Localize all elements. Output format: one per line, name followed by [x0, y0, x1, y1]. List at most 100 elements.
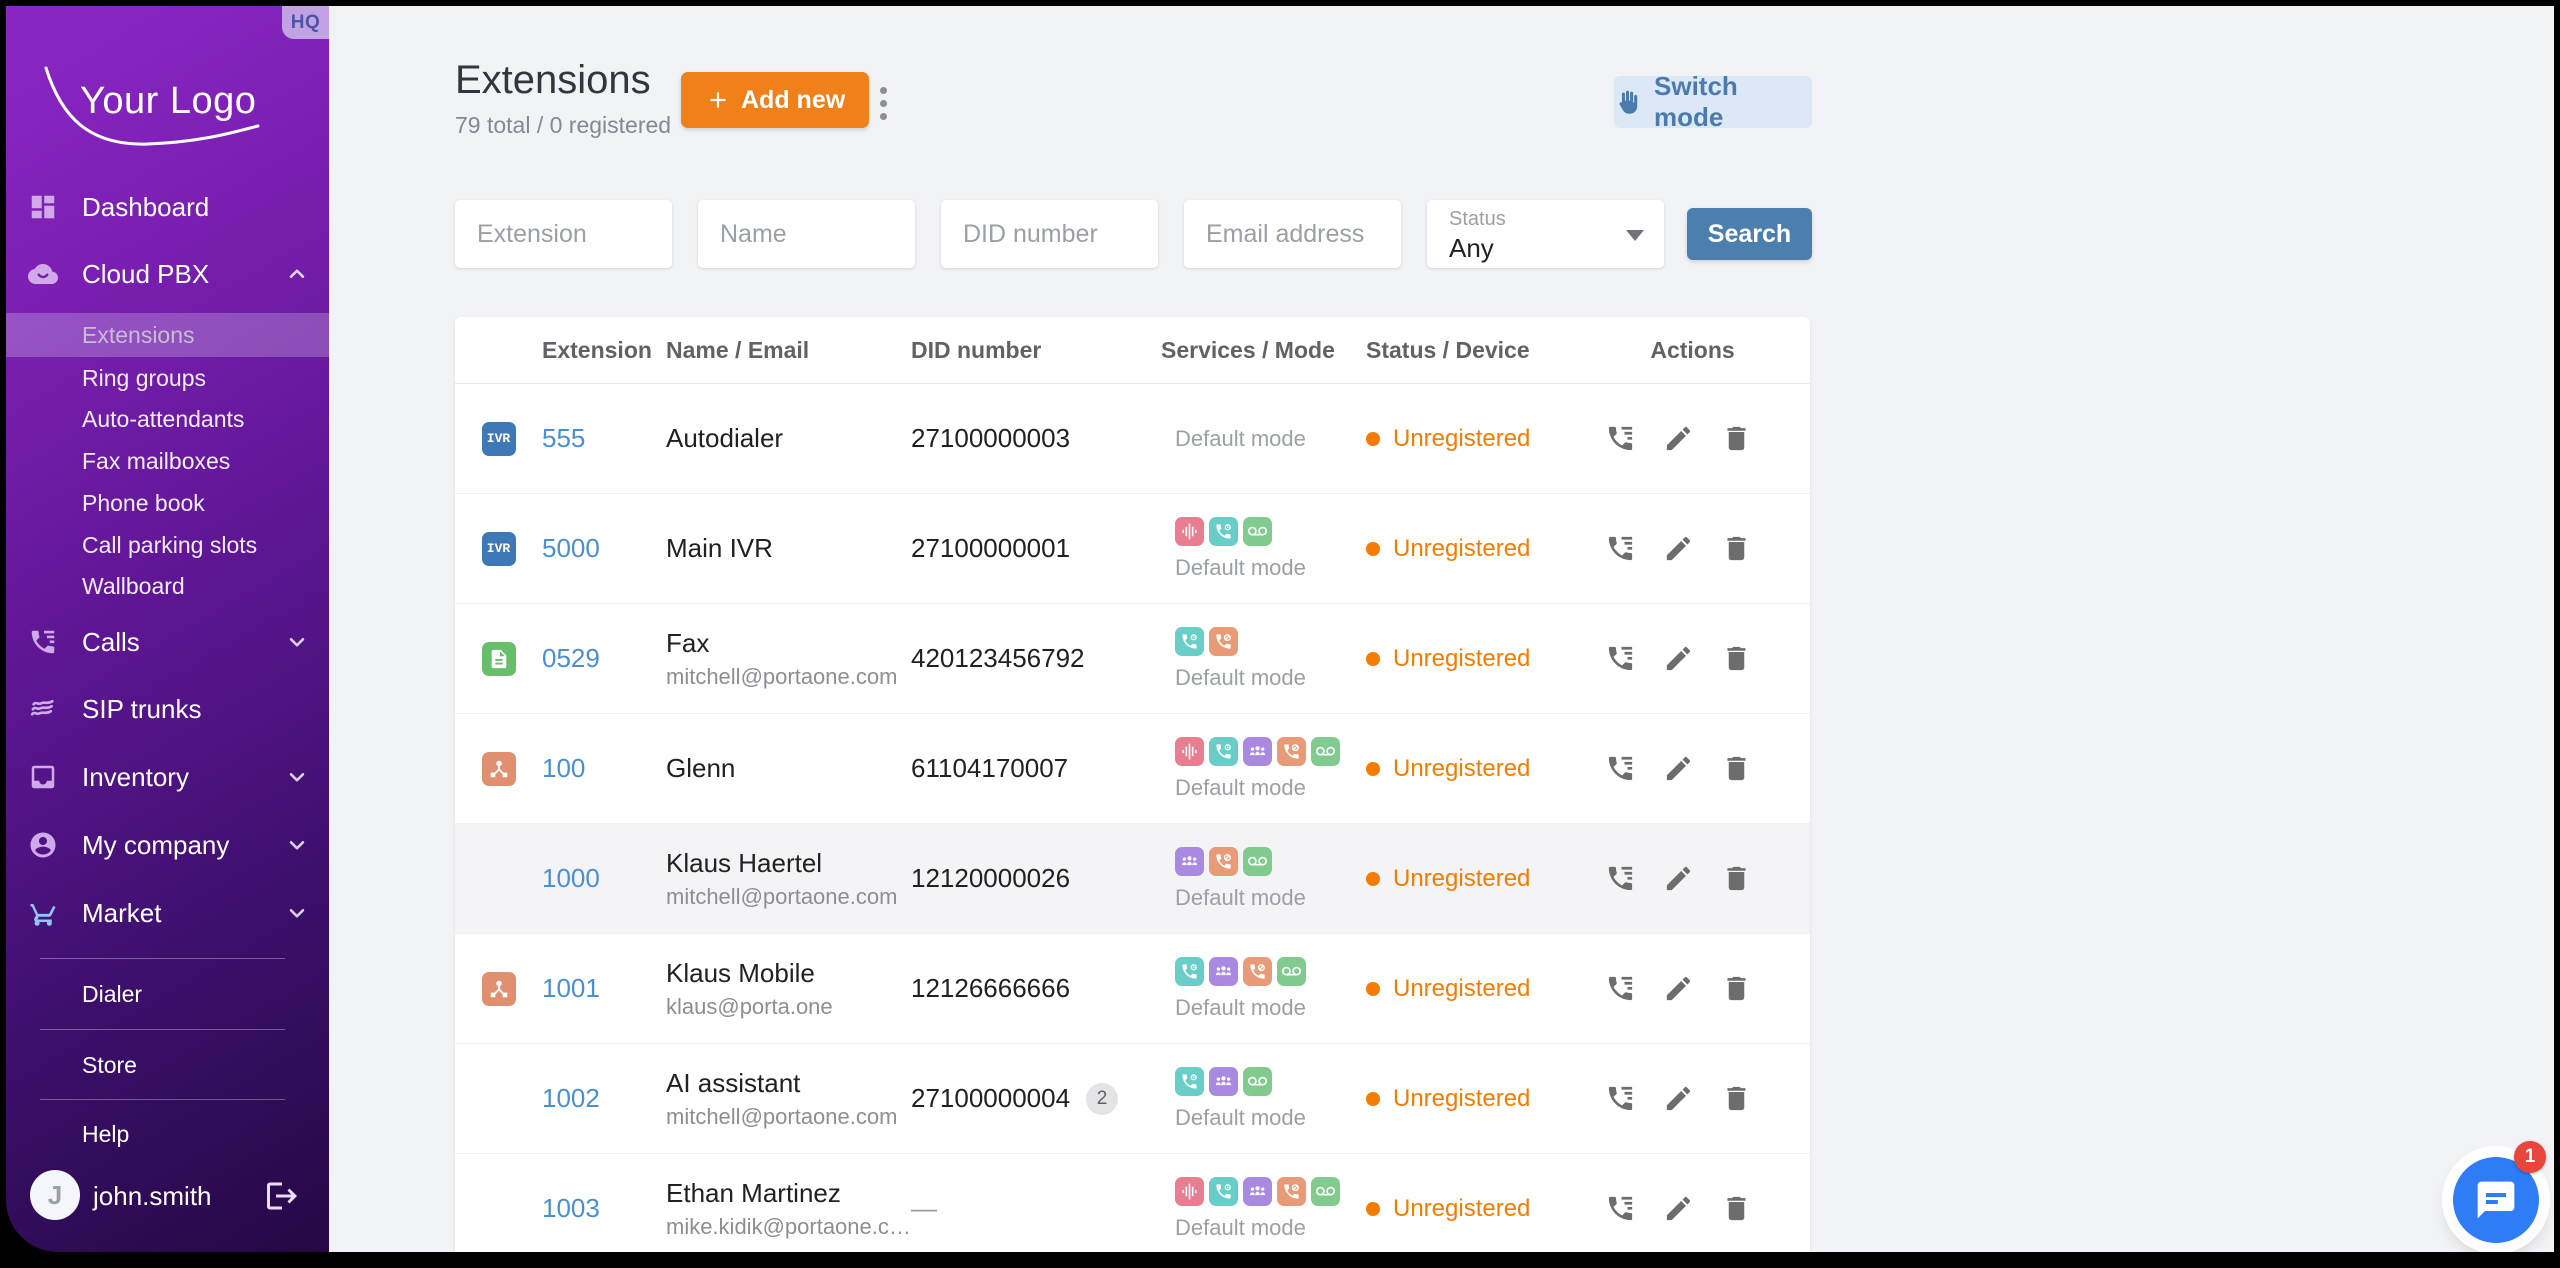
status-label: Unregistered [1393, 424, 1531, 452]
switch-mode-button[interactable]: Switch mode [1614, 71, 1812, 132]
did-number: 420123456792 [911, 643, 1085, 673]
table-row[interactable]: 1001 Klaus Mobile klaus@porta.one 121266… [455, 934, 1810, 1044]
mode-label: Default mode [1175, 994, 1306, 1020]
service-voicemail-icon [1277, 956, 1306, 986]
sidebar-divider [40, 1029, 285, 1030]
call-activity-button[interactable] [1605, 1083, 1636, 1114]
edit-button[interactable] [1663, 973, 1694, 1004]
service-waveform-icon [1175, 1176, 1204, 1206]
sidebar-item-store[interactable]: Store [6, 1043, 329, 1087]
extension-link[interactable]: 555 [542, 423, 586, 453]
hand-icon [1614, 88, 1642, 116]
extension-link[interactable]: 1003 [542, 1193, 600, 1223]
table-row[interactable]: 0529 Fax mitchell@portaone.com 420123456… [455, 604, 1810, 714]
sidebar-item-market[interactable]: Market [6, 885, 329, 941]
sidebar-item-calls[interactable]: Calls [6, 614, 329, 670]
sidebar-item-my-company[interactable]: My company [6, 817, 329, 873]
delete-button[interactable] [1721, 1083, 1752, 1114]
edit-button[interactable] [1663, 1193, 1694, 1224]
edit-button[interactable] [1663, 643, 1694, 674]
delete-button[interactable] [1721, 973, 1752, 1004]
did-number: 27100000003 [911, 423, 1071, 453]
table-row[interactable]: 1003 Ethan Martinez mike.kidik@portaone.… [455, 1154, 1810, 1252]
edit-button[interactable] [1663, 753, 1694, 784]
extension-name: Glenn [666, 753, 736, 783]
call-activity-button[interactable] [1605, 863, 1636, 894]
sidebar-subitem-label: Extensions [82, 321, 195, 348]
edit-button[interactable] [1663, 1083, 1694, 1114]
market-cart-icon [28, 898, 58, 928]
table-row[interactable]: 1000 Klaus Haertel mitchell@portaone.com… [455, 824, 1810, 934]
table-row[interactable]: IVR 555 Autodialer 27100000003 Default m… [455, 384, 1810, 494]
call-activity-button[interactable] [1605, 533, 1636, 564]
sidebar-item-wallboard[interactable]: Wallboard [6, 564, 329, 608]
delete-button[interactable] [1721, 1193, 1752, 1224]
sidebar-item-label: Market [82, 897, 162, 928]
sidebar-item-inventory[interactable]: Inventory [6, 749, 329, 805]
table-row[interactable]: 1002 AI assistant mitchell@portaone.com … [455, 1044, 1810, 1154]
sidebar-item-dialer[interactable]: Dialer [6, 972, 329, 1016]
delete-button[interactable] [1721, 863, 1752, 894]
extension-link[interactable]: 1001 [542, 973, 600, 1003]
call-activity-button[interactable] [1605, 1193, 1636, 1224]
edit-button[interactable] [1663, 533, 1694, 564]
mode-label: Default mode [1175, 884, 1306, 910]
sidebar-item-sip-trunks[interactable]: SIP trunks [6, 681, 329, 737]
col-header-services-mode: Services / Mode [1161, 336, 1335, 363]
table-row[interactable]: IVR 5000 Main IVR 27100000001 Default mo… [455, 494, 1810, 604]
service-phone-barred-icon [1209, 626, 1238, 656]
sidebar-subitem-label: Auto-attendants [82, 405, 245, 432]
edit-button[interactable] [1663, 423, 1694, 454]
call-activity-button[interactable] [1605, 643, 1636, 674]
chevron-up-icon [284, 261, 310, 287]
more-options-kebab-icon[interactable] [863, 80, 903, 126]
sidebar-item-call-parking-slots[interactable]: Call parking slots [6, 523, 329, 567]
edit-button[interactable] [1663, 863, 1694, 894]
service-icons [1175, 626, 1366, 656]
extension-link[interactable]: 0529 [542, 643, 600, 673]
logout-icon[interactable] [264, 1178, 300, 1214]
extension-link[interactable]: 100 [542, 753, 586, 783]
extension-email: klaus@porta.one [666, 993, 833, 1019]
sidebar-item-fax-mailboxes[interactable]: Fax mailboxes [6, 439, 329, 483]
delete-button[interactable] [1721, 423, 1752, 454]
sidebar-item-dashboard[interactable]: Dashboard [6, 179, 329, 235]
service-icons [1175, 516, 1366, 546]
sidebar-item-phone-book[interactable]: Phone book [6, 481, 329, 525]
sidebar-item-ring-groups[interactable]: Ring groups [6, 356, 329, 400]
status-dot [1366, 1201, 1380, 1216]
delete-button[interactable] [1721, 533, 1752, 564]
sidebar-subitem-label: Wallboard [82, 572, 185, 599]
status-dot [1366, 1091, 1380, 1106]
email-filter-input[interactable] [1184, 200, 1401, 268]
extension-link[interactable]: 5000 [542, 533, 600, 563]
service-voicemail-icon [1243, 1066, 1272, 1096]
call-activity-button[interactable] [1605, 753, 1636, 784]
sidebar-item-help[interactable]: Help [6, 1112, 329, 1156]
status-filter-label: Status [1449, 208, 1506, 230]
delete-button[interactable] [1721, 643, 1752, 674]
sidebar-item-extensions[interactable]: Extensions [6, 313, 329, 357]
add-new-button[interactable]: Add new [681, 72, 870, 128]
extension-filter-input[interactable] [455, 200, 672, 268]
table-row[interactable]: 100 Glenn 61104170007 Default mode Unreg… [455, 714, 1810, 824]
chevron-down-icon [284, 832, 310, 858]
sidebar-item-auto-attendants[interactable]: Auto-attendants [6, 397, 329, 441]
name-filter-input[interactable] [698, 200, 915, 268]
call-activity-button[interactable] [1605, 973, 1636, 1004]
status-dot [1366, 651, 1380, 666]
fax-document-icon [481, 641, 516, 676]
ivr-badge: IVR [481, 531, 516, 566]
status-filter-select[interactable]: Status Any [1427, 200, 1664, 268]
extension-name: Klaus Mobile [666, 957, 815, 988]
extension-link[interactable]: 1000 [542, 863, 600, 893]
extension-link[interactable]: 1002 [542, 1083, 600, 1113]
extension-email: mitchell@portaone.com [666, 1103, 898, 1129]
search-button[interactable]: Search [1687, 208, 1812, 260]
did-filter-input[interactable] [941, 200, 1158, 268]
sidebar-item-cloud-pbx[interactable]: Cloud PBX [6, 246, 329, 302]
delete-button[interactable] [1721, 753, 1752, 784]
call-activity-button[interactable] [1605, 423, 1636, 454]
status-label: Unregistered [1393, 754, 1531, 782]
service-group-icon [1209, 956, 1238, 986]
